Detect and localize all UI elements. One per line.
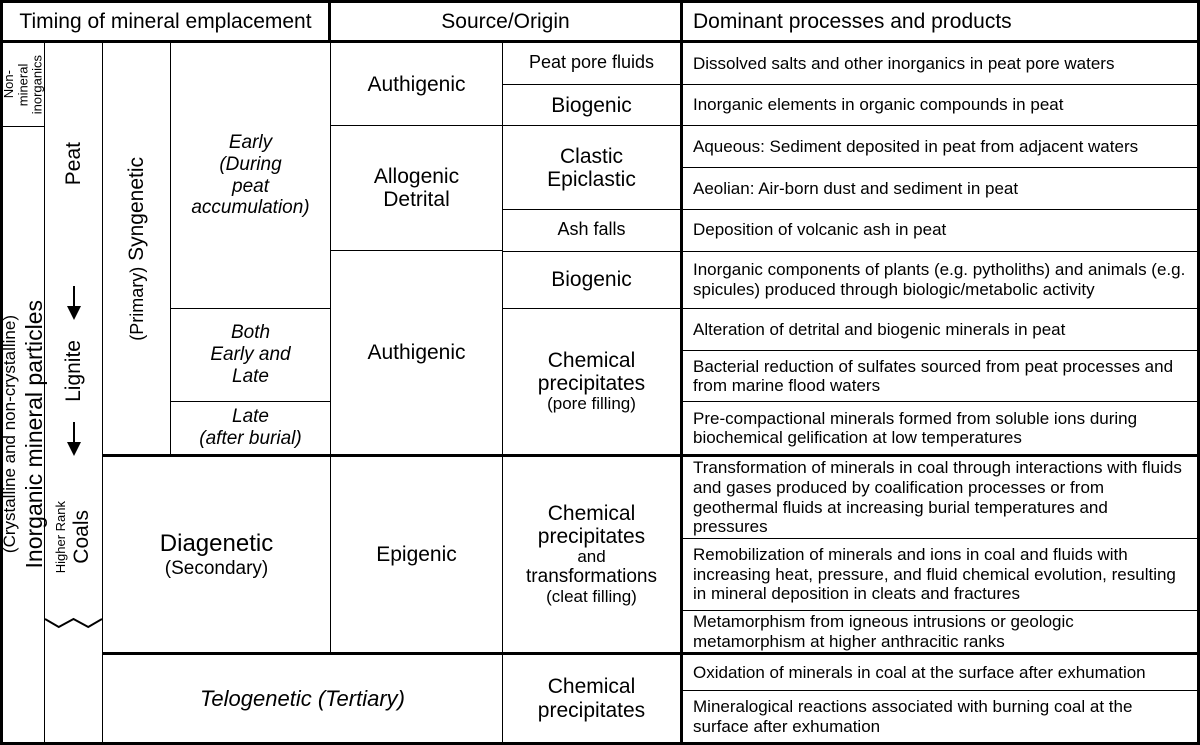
label-allogenic: Allogenic Detrital: [331, 126, 502, 251]
label-epigenic: Epigenic: [331, 457, 503, 652]
label-inorganic-particles: (Crystalline and non-crystalline) Inorga…: [3, 127, 45, 742]
proc-r7: Alteration of detrital and biogenic mine…: [683, 309, 1197, 351]
label-syngenetic: (Primary) Syngenetic: [103, 43, 171, 454]
label-peat: Peat: [62, 142, 85, 185]
label-early: Early (During peat accumulation): [171, 43, 330, 309]
header-processes: Dominant processes and products: [683, 3, 1197, 40]
label-chem-precip-3: Chemical precipitates: [503, 655, 680, 742]
col-timing-detail: Early (During peat accumulation) Both Ea…: [171, 43, 331, 454]
label-ash: Ash falls: [503, 210, 680, 252]
header-source: Source/Origin: [331, 3, 683, 40]
label-chem-precip-cf: Chemical precipitates: [538, 502, 645, 548]
proc-r1: Dissolved salts and other inorganics in …: [683, 43, 1197, 85]
label-diagenetic: Diagenetic (Secondary): [103, 457, 331, 652]
proc-r14: Mineralogical reactions associated with …: [683, 691, 1197, 742]
label-coals: Coals: [70, 510, 93, 564]
label-chem-precip-pf: Chemical precipitates: [538, 349, 645, 395]
proc-r11: Remobilization of minerals and ions in c…: [683, 539, 1197, 611]
proc-r9: Pre-compactional minerals formed from so…: [683, 402, 1197, 454]
label-authigenic-2: Authigenic: [331, 251, 502, 454]
label-authigenic-1: Authigenic: [331, 43, 502, 126]
proc-r4: Aeolian: Air-born dust and sediment in p…: [683, 168, 1197, 210]
proc-r8: Bacterial reduction of sulfates sourced …: [683, 351, 1197, 403]
label-higher-rank: Higher Rank: [54, 501, 68, 573]
col-left-block: Non- mineral inorganics (Crystalline and…: [3, 43, 45, 742]
proc-r3: Aqueous: Sediment deposited in peat from…: [683, 126, 1197, 168]
col-processes-syn: Dissolved salts and other inorganics in …: [683, 43, 1197, 454]
body: Non- mineral inorganics (Crystalline and…: [3, 43, 1197, 742]
col-rank: Peat Lignite Higher Rank Coals: [45, 43, 103, 742]
col-origin-secondary: Peat pore fluids Biogenic Clastic Epicla…: [503, 43, 683, 454]
col-processes-telo: Oxidation of minerals in coal at the sur…: [683, 655, 1197, 742]
label-biogenic-1: Biogenic: [503, 85, 680, 127]
header-row: Timing of mineral emplacement Source/Ori…: [3, 3, 1197, 43]
label-biogenic-2: Biogenic: [503, 252, 680, 310]
proc-r2: Inorganic elements in organic compounds …: [683, 85, 1197, 127]
proc-r10: Transformation of minerals in coal throu…: [683, 457, 1197, 539]
proc-r13: Oxidation of minerals in coal at the sur…: [683, 655, 1197, 691]
label-pore-fluids: Peat pore fluids: [503, 43, 680, 85]
main-grid: (Primary) Syngenetic Early (During peat …: [103, 43, 1197, 742]
label-both: Both Early and Late: [171, 309, 330, 402]
diagram-frame: Timing of mineral emplacement Source/Ori…: [0, 0, 1200, 745]
label-telogenetic: Telogenetic (Tertiary): [103, 655, 503, 742]
label-clastic: Clastic Epiclastic: [503, 126, 680, 209]
proc-r6: Inorganic components of plants (e.g. pyt…: [683, 252, 1197, 310]
zigzag-icon: [45, 617, 102, 629]
label-late: Late (after burial): [171, 402, 330, 454]
col-processes-dia: Transformation of minerals in coal throu…: [683, 457, 1197, 652]
header-timing: Timing of mineral emplacement: [3, 3, 331, 40]
label-lignite: Lignite: [62, 340, 85, 402]
proc-r12: Metamorphism from igneous intrusions or …: [683, 611, 1197, 652]
col-origin-primary: Authigenic Allogenic Detrital Authigenic: [331, 43, 503, 454]
label-nonmineral: Non- mineral inorganics: [3, 43, 44, 127]
proc-r5: Deposition of volcanic ash in peat: [683, 210, 1197, 252]
